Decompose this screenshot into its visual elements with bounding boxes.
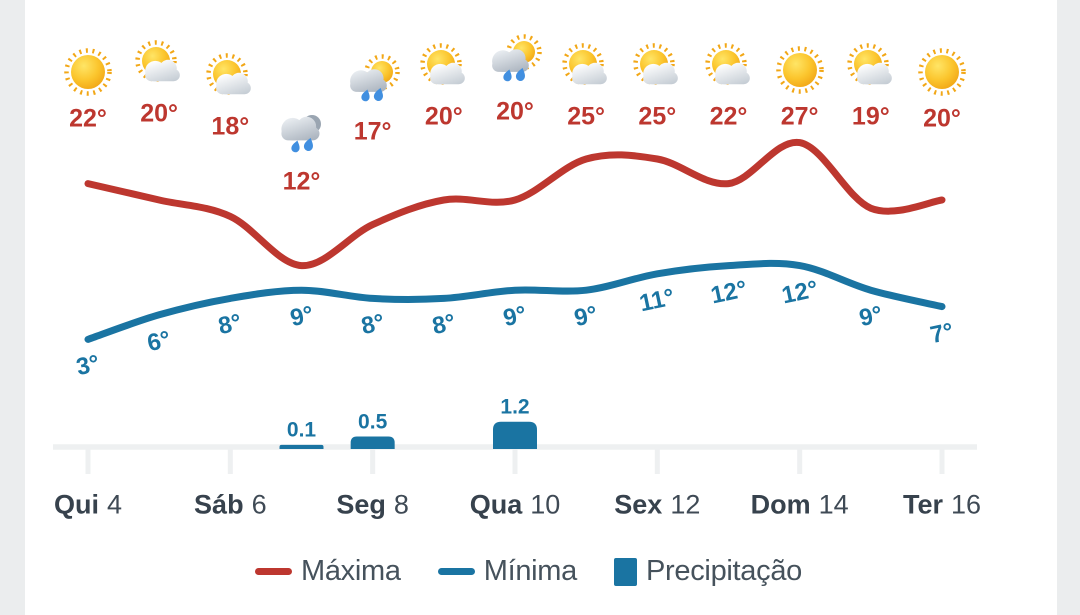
max-temp-label: 12° (282, 167, 321, 196)
min-temp-line (84, 259, 946, 343)
day-name: Qua (469, 489, 523, 520)
day-number: 14 (818, 489, 849, 520)
max-temp-label: 27° (780, 102, 819, 131)
sun-cloud-icon (624, 39, 690, 101)
sun-cloud-icon (553, 39, 619, 101)
max-temp-label: 17° (353, 117, 392, 146)
day-name: Ter (902, 489, 943, 520)
precip-value-label: 0.1 (286, 418, 317, 442)
sun-cloud-icon (126, 36, 192, 98)
precip-bar (279, 444, 324, 449)
min-temp-label: 7° (927, 317, 956, 349)
max-temp-label: 18° (211, 112, 250, 141)
rain-icon (269, 104, 335, 166)
day-axis-label: Sex 12 (614, 489, 701, 520)
day-axis-label: Seg 8 (336, 489, 409, 520)
max-temp-label: 25° (567, 102, 606, 131)
day-axis-label: Qui 4 (53, 489, 123, 520)
min-temp-label: 3° (73, 350, 102, 382)
legend-label-maxima: Máxima (301, 555, 401, 587)
day-number: 8 (393, 489, 409, 520)
min-temp-label: 9° (572, 301, 601, 333)
max-temp-label: 25° (638, 102, 677, 131)
rain-sun-icon (340, 54, 406, 116)
min-temp-label: 8° (358, 309, 387, 341)
day-name: Seg (336, 489, 386, 520)
precip-value-label: 1.2 (500, 395, 530, 419)
day-axis-label: Dom 14 (750, 489, 849, 520)
day-axis-label: Ter 16 (902, 489, 982, 520)
day-name: Sex (614, 489, 663, 520)
min-temp-label: 8° (216, 309, 245, 341)
day-name: Qui (53, 489, 99, 520)
min-temp-label: 9° (287, 301, 316, 333)
legend-item-precipitacao[interactable]: Precipitação (614, 557, 802, 586)
sunny-icon (55, 41, 121, 103)
minima-line-swatch (437, 568, 475, 575)
min-temp-label: 9° (856, 301, 885, 333)
rain-sun-icon (482, 34, 548, 96)
day-number: 4 (106, 489, 123, 520)
max-temp-line (84, 139, 946, 270)
day-name: Sáb (194, 489, 244, 520)
min-temp-label: 8° (429, 309, 458, 341)
precip-bar (493, 421, 537, 449)
legend-item-maxima[interactable]: Máxima (255, 557, 401, 586)
day-number: 10 (530, 489, 561, 520)
min-temp-label: 6° (145, 325, 174, 357)
maxima-line-swatch (255, 568, 292, 575)
legend-label-minima: Mínima (483, 555, 578, 587)
min-temp-label: 9° (500, 301, 529, 333)
precip-bar (350, 436, 395, 449)
day-axis-label: Qua 10 (469, 489, 561, 520)
sun-cloud-icon (197, 49, 263, 111)
day-number: 6 (251, 489, 267, 520)
day-name: Dom (750, 489, 811, 520)
day-axis-label: Sáb 6 (194, 489, 267, 520)
max-temp-label: 22° (69, 104, 107, 133)
precip-value-label: 0.5 (358, 410, 388, 433)
max-temp-label: 20° (424, 102, 463, 131)
legend-item-minima[interactable]: Mínima (437, 555, 578, 587)
chart-legend: Máxima Mínima Precipitação (0, 557, 1057, 586)
day-number: 16 (950, 489, 982, 520)
precipitacao-swatch (614, 557, 637, 586)
max-temp-label: 22° (709, 102, 748, 131)
day-number: 12 (670, 489, 701, 520)
max-temp-label: 20° (496, 97, 534, 126)
sunny-icon (909, 41, 975, 103)
legend-label-precipitacao: Precipitação (646, 555, 802, 587)
max-temp-label: 19° (851, 102, 890, 131)
max-temp-label: 20° (923, 104, 961, 133)
sun-cloud-icon (696, 39, 762, 101)
sun-cloud-icon (411, 39, 477, 101)
sunny-icon (767, 39, 833, 101)
sun-cloud-icon (838, 39, 904, 101)
max-temp-label: 20° (140, 99, 179, 128)
